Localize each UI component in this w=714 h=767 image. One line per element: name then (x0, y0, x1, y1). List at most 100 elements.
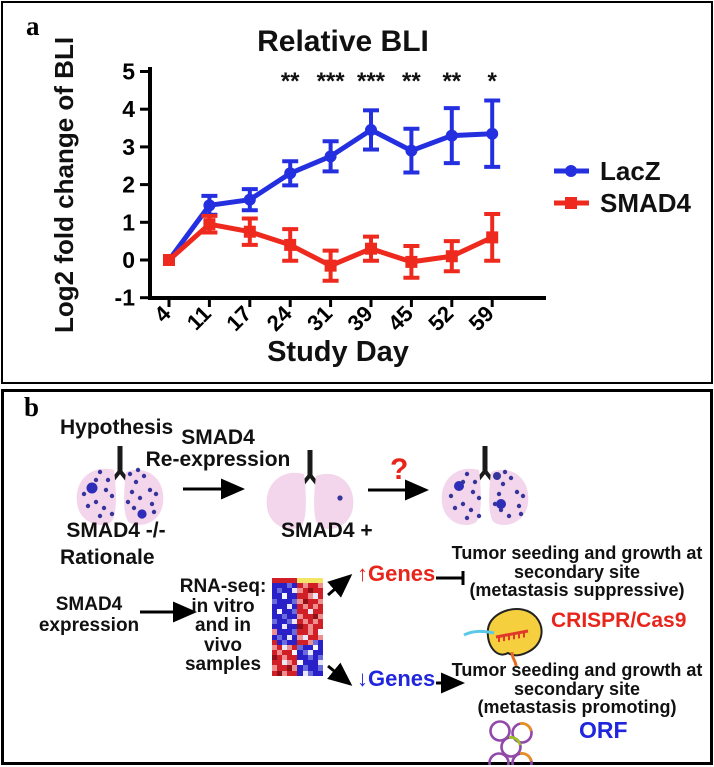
svg-text:5: 5 (122, 59, 135, 85)
heatmap-cell (287, 629, 293, 635)
heatmap-cell (282, 660, 288, 666)
heatmap-cell (277, 613, 283, 620)
heatmap-cell (317, 624, 323, 630)
heatmap-cell (302, 619, 308, 625)
heatmap-cell (287, 603, 293, 609)
heatmap-cell (282, 644, 288, 650)
heatmap-cell (297, 629, 303, 635)
lung-smad4-plus-icon (266, 450, 354, 529)
heatmap-cell (272, 613, 278, 620)
heatmap-cell (282, 598, 288, 604)
heatmap-cell (292, 649, 298, 656)
heatmap-cell (287, 639, 293, 645)
heatmap-cell (287, 670, 293, 676)
heatmap-cell (317, 655, 323, 661)
heatmap-cell (277, 593, 283, 599)
significance-marker: * (488, 68, 498, 95)
heatmap-cell (317, 629, 323, 635)
heatmap-cell (292, 665, 298, 671)
heatmap-cell (292, 613, 298, 620)
heatmap-cell (282, 583, 288, 589)
heatmap-cell (277, 665, 283, 671)
heatmap-cell (302, 593, 308, 599)
heatmap-cell (282, 619, 288, 625)
heatmap-cell (317, 644, 323, 650)
experiment-diagram-graphics (76, 446, 543, 765)
question-mark: ? (390, 453, 409, 486)
heatmap-cell (297, 644, 303, 650)
legend-item-SMAD4: SMAD4 (554, 188, 692, 218)
markers-LacZ (163, 123, 499, 266)
heatmap-cell (292, 608, 298, 614)
heatmap-cell (277, 639, 283, 645)
heatmap-cell (302, 603, 308, 609)
heatmap-cell (282, 634, 288, 640)
svg-text:24: 24 (262, 300, 298, 336)
heatmap-cell (307, 644, 313, 650)
heatmap-cell (292, 588, 298, 594)
rnaseq-label: RNA-seq: in vitro and in vivo samples (179, 576, 267, 675)
heatmap-cell (272, 598, 278, 604)
heatmap-cell (312, 588, 318, 594)
heatmap-cell (307, 670, 313, 676)
heatmap-cell (302, 649, 308, 656)
heatmap-cell (277, 634, 283, 640)
svg-text:0: 0 (122, 247, 135, 273)
heatmap-cell (292, 583, 298, 589)
heatmap-cell (312, 660, 318, 666)
heatmap-cell (282, 665, 288, 671)
heatmap-cell (312, 578, 318, 584)
heatmap-cell (287, 655, 293, 661)
heatmap-cell (302, 634, 308, 640)
svg-text:4: 4 (122, 96, 135, 122)
heatmap-cell (272, 588, 278, 594)
heatmap-cell (272, 634, 278, 640)
significance-marker: *** (357, 68, 386, 95)
heatmap-cell (317, 593, 323, 599)
heatmap-cell (277, 624, 283, 630)
heatmap-cell (312, 665, 318, 671)
heatmap-cell (272, 583, 278, 589)
heatmap-cell (302, 629, 308, 635)
orf-label: ORF (579, 717, 628, 743)
significance-marker: ** (442, 68, 461, 95)
heatmap-cell (312, 619, 318, 625)
heatmap-cell (287, 649, 293, 656)
heatmap-cell (277, 608, 283, 614)
heatmap-cell (292, 629, 298, 635)
heatmap-cell (312, 629, 318, 635)
heatmap-cell (297, 583, 303, 589)
heatmap-cell (272, 619, 278, 625)
heatmap-cell (282, 608, 288, 614)
heatmap-cell (272, 639, 278, 645)
heatmap-cell (277, 619, 283, 625)
heatmap-cell (277, 644, 283, 650)
heatmap-cell (287, 578, 293, 584)
heatmap-cell (272, 593, 278, 599)
heatmap-cell (282, 655, 288, 661)
chart-title: Relative BLI (257, 25, 429, 58)
heatmap-cell (287, 619, 293, 625)
heatmap-cell (312, 624, 318, 630)
outcome-promoting-text: Tumor seeding and growth at secondary si… (451, 660, 703, 717)
heatmap-cell (312, 613, 318, 620)
svg-text:3: 3 (122, 134, 135, 160)
heatmap-cell (307, 588, 313, 594)
heatmap-cell (277, 603, 283, 609)
heatmap-cell (277, 670, 283, 676)
lung-relapse-icon (441, 446, 529, 525)
heatmap-cell (297, 608, 303, 614)
heatmap-cell (312, 655, 318, 661)
markers-SMAD4 (163, 218, 499, 272)
svg-text:-1: -1 (115, 285, 136, 311)
inhibition-symbol (436, 571, 465, 585)
outcome-suppressive-text: Tumor seeding and growth at secondary si… (451, 543, 703, 600)
up-genes-arrow (327, 574, 353, 598)
heatmap-cell (317, 608, 323, 614)
svg-text:4: 4 (149, 300, 176, 327)
heatmap-cell (277, 578, 283, 584)
x-axis-label: Study Day (267, 336, 409, 368)
lung-smad4-null-icon (76, 446, 164, 525)
heatmap-cell (282, 588, 288, 594)
down-genes-arrow (327, 662, 353, 686)
